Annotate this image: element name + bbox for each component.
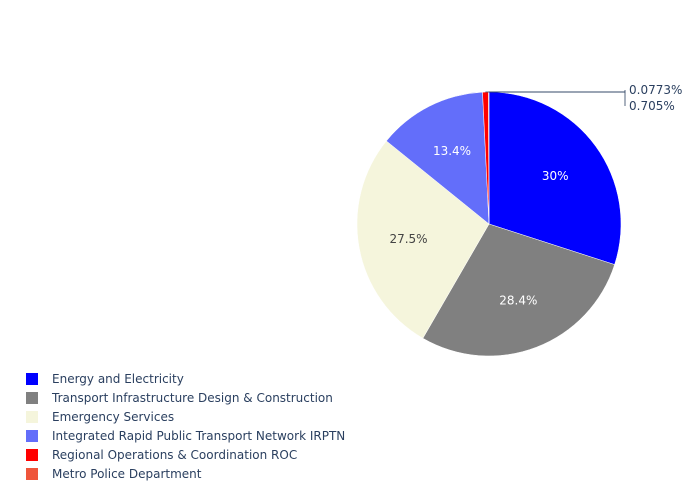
legend-item[interactable]: Energy and Electricity xyxy=(24,369,345,388)
slice-value-label: 27.5% xyxy=(389,232,427,246)
slice-value-label: 30% xyxy=(542,169,569,183)
legend-label: Integrated Rapid Public Transport Networ… xyxy=(52,428,346,443)
legend-swatch xyxy=(26,467,38,480)
legend-swatch xyxy=(26,372,38,385)
slice-value-label: 13.4% xyxy=(433,144,471,158)
slice-leader-line xyxy=(488,90,626,93)
legend-item[interactable]: Transport Infrastructure Design & Constr… xyxy=(24,388,345,407)
pie-slice[interactable] xyxy=(386,91,490,225)
slice-value-label: 0.705% xyxy=(629,99,675,113)
legend-swatch xyxy=(26,448,38,461)
slice-value-label: 28.4% xyxy=(499,293,537,307)
legend-item[interactable]: Emergency Services xyxy=(24,407,345,426)
legend-item[interactable]: Regional Operations & Coordination ROC xyxy=(24,445,345,464)
legend-swatch xyxy=(26,391,38,404)
legend-label: Transport Infrastructure Design & Constr… xyxy=(52,390,333,405)
legend: Energy and Electricity Transport Infrastr… xyxy=(24,369,345,483)
legend-item[interactable]: Integrated Rapid Public Transport Networ… xyxy=(24,426,345,445)
legend-label: Energy and Electricity xyxy=(52,371,184,386)
legend-label: Regional Operations & Coordination ROC xyxy=(52,447,298,462)
legend-label: Emergency Services xyxy=(52,409,175,424)
pie-slice[interactable] xyxy=(356,140,490,339)
pie-slice[interactable] xyxy=(422,223,615,357)
legend-swatch xyxy=(26,429,38,442)
legend-item[interactable]: Metro Police Department xyxy=(24,464,345,483)
slice-value-label: 0.0773% xyxy=(629,83,682,97)
legend-label: Metro Police Department xyxy=(52,466,202,481)
pie-slice[interactable] xyxy=(488,91,622,265)
legend-swatch xyxy=(26,410,38,423)
